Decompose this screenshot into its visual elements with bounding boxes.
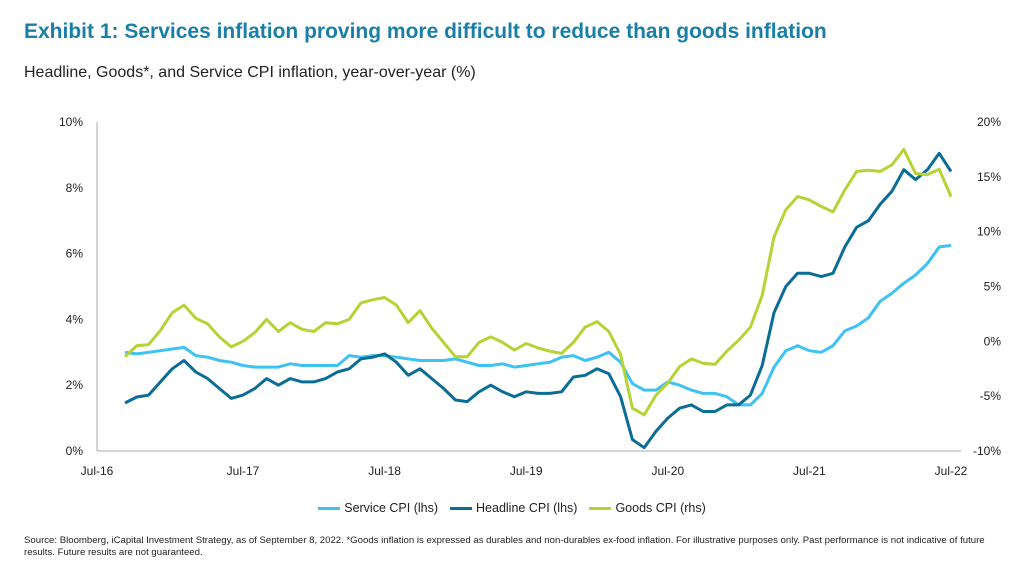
chart-subtitle: Headline, Goods*, and Service CPI inflat… xyxy=(24,64,476,81)
legend-item: Headline CPI (lhs) xyxy=(450,501,577,515)
y-right-tick-label: -10% xyxy=(973,444,1001,458)
x-tick-label: Jul-20 xyxy=(651,464,684,478)
y-right-tick-label: 5% xyxy=(984,280,1002,294)
legend-item: Service CPI (lhs) xyxy=(318,501,438,515)
chart-title: Exhibit 1: Services inflation proving mo… xyxy=(24,20,827,43)
legend-label: Headline CPI (lhs) xyxy=(476,501,578,515)
x-tick-label: Jul-21 xyxy=(793,464,826,478)
legend-item: Goods CPI (rhs) xyxy=(589,501,706,515)
y-left-tick-label: 0% xyxy=(66,444,84,458)
x-tick-label: Jul-17 xyxy=(227,464,260,478)
y-left-tick-label: 2% xyxy=(66,378,84,392)
x-tick-label: Jul-19 xyxy=(510,464,543,478)
legend-label: Service CPI (lhs) xyxy=(344,501,439,515)
x-tick-label: Jul-22 xyxy=(935,464,968,478)
legend: Service CPI (lhs) Headline CPI (lhs) Goods… xyxy=(0,501,1024,515)
legend-swatch xyxy=(318,507,341,511)
y-right-tick-label: -5% xyxy=(980,389,1002,403)
y-left-tick-label: 10% xyxy=(59,115,83,129)
x-tick-label: Jul-16 xyxy=(81,464,114,478)
y-left-tick-label: 8% xyxy=(66,181,84,195)
legend-swatch xyxy=(450,507,473,511)
x-tick-label: Jul-18 xyxy=(368,464,401,478)
source-note: Source: Bloomberg, iCapital Investment S… xyxy=(24,535,985,558)
y-right-tick-label: 10% xyxy=(977,225,1001,239)
y-right-tick-label: 0% xyxy=(984,334,1002,348)
y-left-tick-label: 4% xyxy=(66,312,84,326)
legend-swatch xyxy=(589,507,612,511)
series-line-goods-cpi-rhs xyxy=(123,147,953,417)
series-line-headline-cpi-lhs xyxy=(124,151,953,450)
series-line-service-cpi-lhs xyxy=(124,243,952,407)
y-right-tick-label: 20% xyxy=(977,115,1001,129)
y-left-tick-label: 6% xyxy=(66,247,84,261)
legend-label: Goods CPI (rhs) xyxy=(615,501,706,515)
y-right-tick-label: 15% xyxy=(977,170,1001,184)
